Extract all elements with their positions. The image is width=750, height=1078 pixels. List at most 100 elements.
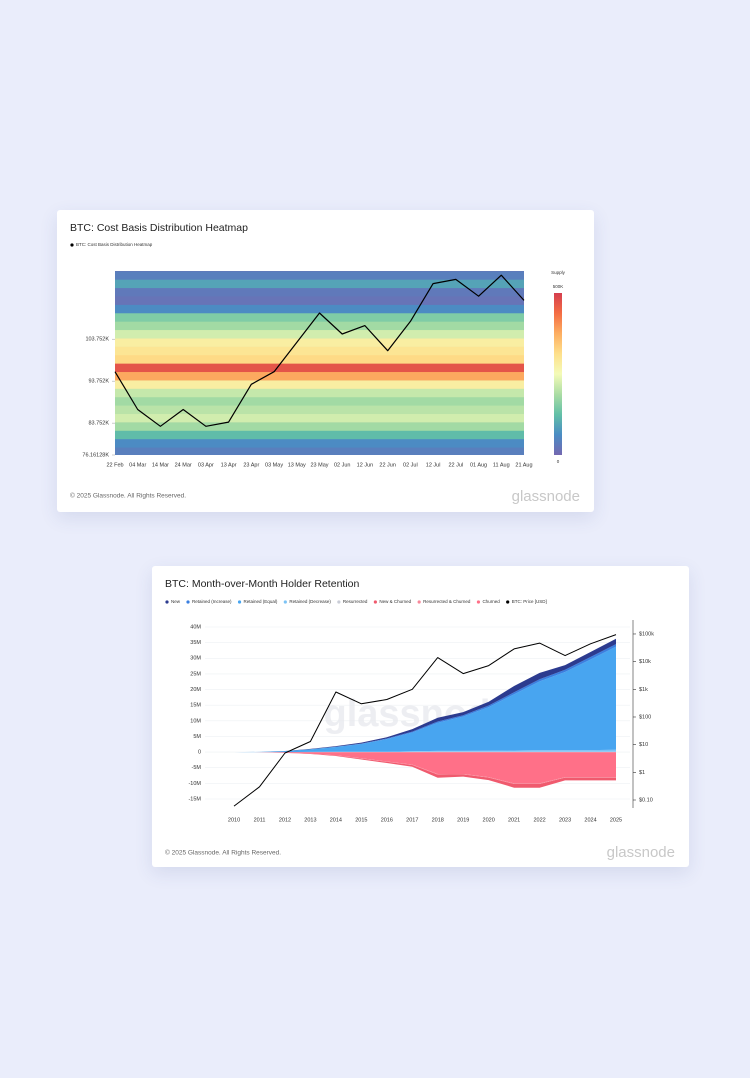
area [234,749,616,753]
area [234,752,616,784]
logo: glassnode [512,488,580,505]
x-tick-label: 02 Jul [403,462,418,468]
x-tick-label: 01 Aug [470,462,487,468]
x-tick-label: 2019 [457,817,469,823]
heatmap [115,271,524,455]
legend-marker [373,600,377,604]
x-tick-label: 2015 [355,817,367,823]
heatmap-cell [115,413,524,423]
x-tick-label: 22 Feb [106,462,123,468]
area [234,646,616,753]
y-tick-label: 103.752K [85,337,109,343]
y-tick-label: -5M [192,765,202,771]
legend-label: BTC: Price [USD] [512,599,547,604]
heatmap-cell [115,438,524,448]
y-tick-label: 25M [190,671,201,677]
heatmap-cell [115,338,524,347]
x-tick-label: 13 May [288,462,306,468]
legend-marker [417,600,421,604]
legend-marker [237,600,242,604]
y-tick-label: -10M [188,781,201,787]
y2-tick-label: $100 [639,714,651,720]
y-tick-label: -15M [188,796,201,802]
y2-tick-label: $10k [639,659,651,665]
colorbar-label: 500K [553,284,564,289]
x-tick-label: 14 Mar [152,462,169,468]
colorbar-label: 0 [557,459,560,464]
heatmap-cell [115,405,524,415]
heatmap-cell [115,396,524,406]
x-tick-label: 22 Jun [379,462,396,468]
heatmap-cell [115,430,524,440]
x-tick-label: 21 Aug [515,462,532,468]
legend-label: Retained (Increase) [192,599,232,604]
logo: glassnode [607,844,675,861]
x-tick-label: 2014 [330,817,342,823]
x-tick-label: 2022 [533,817,545,823]
x-tick-label: 2013 [304,817,316,823]
x-tick-label: 23 Apr [243,462,259,468]
heatmap-cell [115,346,524,356]
heatmap-cell [115,279,524,289]
colorbar-title: Supply [551,270,566,275]
heatmap-cell [115,354,524,364]
x-tick-label: 23 May [310,462,328,468]
heatmap-cell [115,296,524,305]
x-tick-label: 2012 [279,817,291,823]
heatmap-cell [115,422,524,431]
y-tick-label: 76.16128K [82,452,109,458]
legend-label: Resurrected & Churned [423,599,471,604]
x-tick-label: 03 Apr [198,462,214,468]
x-tick-label: 2025 [610,817,622,823]
x-tick-label: 2023 [559,817,571,823]
legend-label: Retained (Decrease) [289,599,331,604]
legend-label: New [171,599,181,604]
x-tick-label: 2017 [406,817,418,823]
x-tick-label: 04 Mar [129,462,146,468]
y2-tick-label: $1k [639,687,648,693]
heatmap-cell [115,271,524,272]
y2-tick-label: $0.10 [639,797,653,803]
heatmap-cell [115,447,524,455]
y-tick-label: 5M [193,734,201,740]
y-tick-label: 83.752K [89,421,110,427]
legend-marker [476,600,481,604]
legend-label: Resurrected [343,599,368,604]
legend-marker [165,600,169,604]
legend-label: New & Churned [379,599,411,604]
y-tick-label: 10M [190,718,201,724]
heatmap-cell [115,380,524,389]
heatmap-cell [115,271,524,280]
copyright: © 2025 Glassnode. All Rights Reserved. [165,849,281,857]
heatmap-cell [115,363,524,373]
x-tick-label: 11 Aug [493,462,510,468]
legend-marker [186,600,190,604]
card: BTC: Month-over-Month Holder Retention ©… [152,566,689,867]
x-tick-label: 24 Mar [175,462,192,468]
y-tick-label: 0 [198,750,201,756]
x-tick-label: 02 Jun [334,462,351,468]
y2-tick-label: $100k [639,631,654,637]
heatmap-cell [115,371,524,381]
card: BTC: Cost Basis Distribution Heatmap © 2… [57,210,594,512]
legend-label: Retained (Equal) [244,599,278,604]
price-line [114,274,525,427]
chart: BTC: Month-over-Month Holder Retention ©… [165,578,675,861]
y-tick-label: 20M [190,687,201,693]
legend-label: BTC: Cost Basis Distribution Heatmap [76,242,153,247]
y-tick-label: 30M [190,656,201,662]
x-tick-label: 2020 [483,817,495,823]
y-tick-label: 15M [190,703,201,709]
legend-marker [70,243,74,247]
heatmap-cell [115,287,524,297]
price-line [233,634,617,807]
x-tick-label: 22 Jul [448,462,463,468]
y-tick-label: 40M [190,624,201,630]
chart: BTC: Cost Basis Distribution Heatmap © 2… [70,222,580,505]
x-tick-label: 2011 [254,817,266,823]
heatmap-cell [115,321,524,331]
y-tick-label: 93.752K [89,379,110,385]
x-tick-label: 12 Jul [426,462,441,468]
chart-title: BTC: Cost Basis Distribution Heatmap [70,222,248,234]
